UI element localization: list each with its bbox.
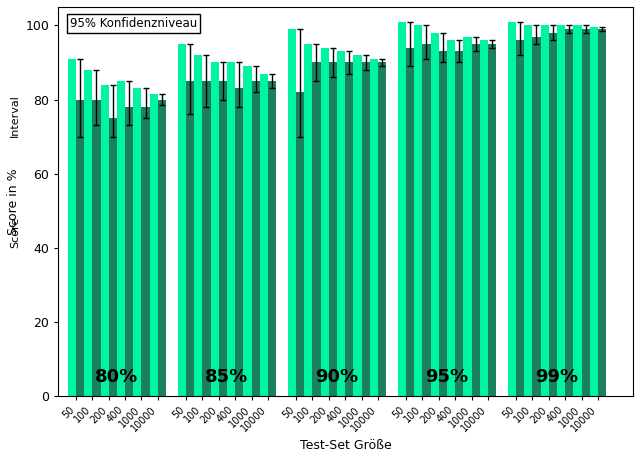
Bar — [329, 62, 337, 396]
Bar — [268, 81, 276, 396]
Bar — [100, 85, 109, 396]
Text: 90%: 90% — [316, 369, 358, 386]
Bar — [76, 100, 84, 396]
Bar — [378, 62, 386, 396]
Bar — [141, 107, 150, 396]
Bar — [439, 51, 447, 396]
Bar — [370, 59, 378, 396]
Bar — [117, 81, 125, 396]
Bar — [321, 48, 329, 396]
Bar — [463, 37, 472, 396]
Bar — [337, 51, 345, 396]
Bar — [524, 25, 532, 396]
Bar — [447, 40, 455, 396]
Bar — [345, 62, 353, 396]
Bar — [532, 37, 541, 396]
Bar — [227, 62, 235, 396]
Bar — [260, 73, 268, 396]
Bar — [480, 40, 488, 396]
Bar — [84, 70, 92, 396]
Bar — [541, 25, 548, 396]
Bar — [252, 81, 260, 396]
Bar — [288, 29, 296, 396]
Bar — [235, 89, 243, 396]
Bar — [92, 100, 100, 396]
Text: 80%: 80% — [95, 369, 138, 386]
Bar — [557, 25, 565, 396]
Bar — [406, 48, 414, 396]
Bar — [548, 33, 557, 396]
Bar — [133, 89, 141, 396]
Text: 85%: 85% — [205, 369, 248, 386]
Bar — [243, 66, 252, 396]
Text: 95% Konfidenzniveau: 95% Konfidenzniveau — [70, 17, 197, 30]
Bar — [178, 44, 186, 396]
Bar — [565, 29, 573, 396]
Bar — [296, 92, 304, 396]
Bar — [582, 29, 589, 396]
Bar — [125, 107, 133, 396]
Y-axis label: Score in %: Score in % — [7, 168, 20, 235]
Bar — [398, 22, 406, 396]
Text: 99%: 99% — [536, 369, 579, 386]
Bar — [589, 27, 598, 396]
Bar — [353, 55, 362, 396]
Bar — [488, 44, 496, 396]
Bar — [158, 100, 166, 396]
Bar — [422, 44, 431, 396]
Bar — [304, 44, 312, 396]
Bar — [414, 25, 422, 396]
Bar — [186, 81, 194, 396]
Bar — [194, 55, 202, 396]
Bar — [573, 25, 582, 396]
Bar — [455, 51, 463, 396]
Bar — [109, 118, 117, 396]
Bar — [598, 29, 606, 396]
Text: Score: Score — [10, 217, 20, 248]
Bar — [508, 22, 516, 396]
Bar — [202, 81, 211, 396]
Text: 95%: 95% — [426, 369, 468, 386]
Bar — [150, 94, 158, 396]
Bar — [516, 40, 524, 396]
Bar — [312, 62, 321, 396]
Bar — [211, 62, 219, 396]
Bar — [362, 62, 370, 396]
Bar — [431, 33, 439, 396]
X-axis label: Test-Set Größe: Test-Set Größe — [300, 439, 392, 452]
Bar — [219, 81, 227, 396]
Bar — [472, 44, 480, 396]
Bar — [68, 59, 76, 396]
Text: Interval: Interval — [10, 95, 20, 137]
